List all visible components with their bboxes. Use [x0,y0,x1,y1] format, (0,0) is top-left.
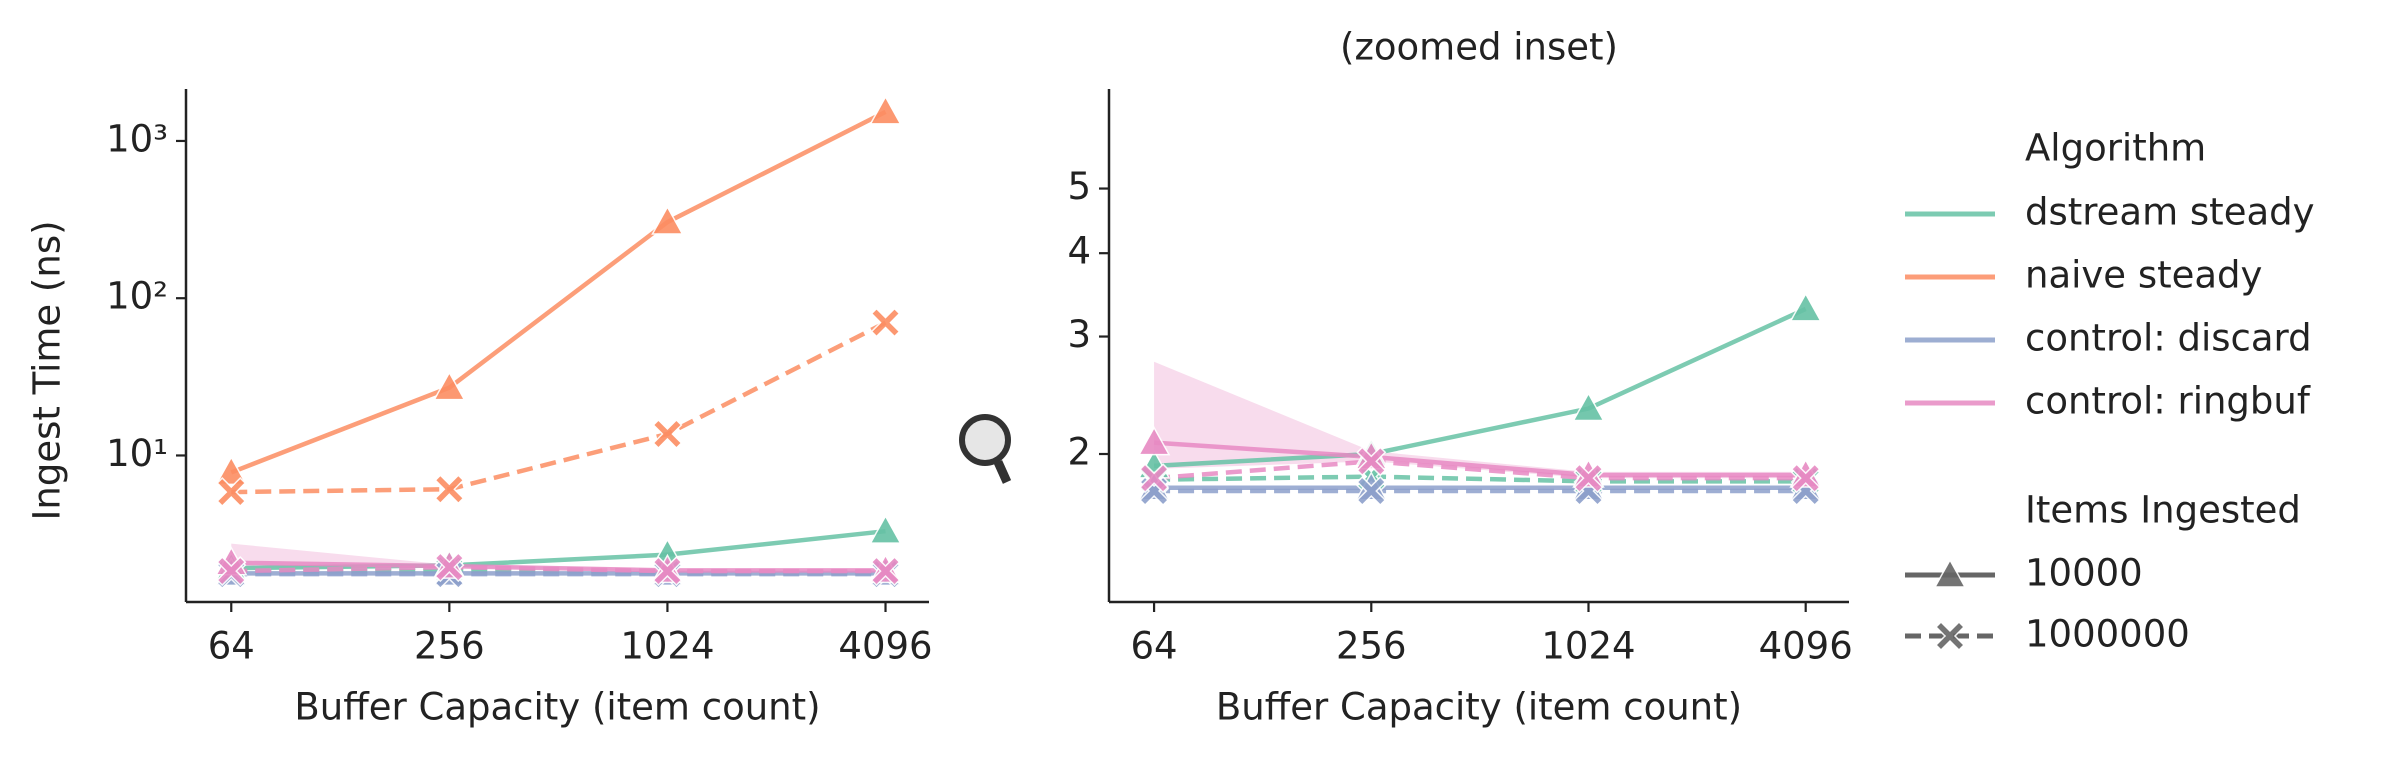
series-line [231,320,887,495]
marker-triangle [869,514,902,544]
series-line [1153,440,1806,478]
marker-x [216,556,247,587]
marker-x [1573,463,1604,494]
marker-x [1356,446,1387,477]
marker-triangle [1789,292,1822,322]
series-line [230,109,887,475]
y-tick-label: 5 [1067,165,1091,208]
marker-triangle [1933,558,1967,588]
marker-x [1139,463,1170,494]
legend-label: control: discard [2025,317,2312,360]
x-tick-label: 4096 [1759,625,1853,668]
legend-title: Algorithm [2025,127,2206,170]
y-tick-label: 3 [1067,313,1091,356]
x-axis-label: Buffer Capacity (item count) [1216,686,1742,729]
marker-triangle [869,95,902,125]
marker-x [1790,463,1821,494]
x-tick-label: 1024 [620,625,714,668]
marker-x [870,307,901,338]
chart-title: (zoomed inset) [1340,26,1618,69]
series-line [1154,474,1806,484]
x-tick-label: 4096 [838,625,932,668]
marker-x [434,474,465,505]
confidence-band [1154,361,1806,479]
y-tick-label: 4 [1067,230,1091,273]
series-line [231,528,886,571]
marker-triangle [214,455,248,486]
series-line [1153,459,1806,481]
plot-area [1137,292,1822,507]
legend-label: dstream steady [2025,191,2315,234]
marker-triangle [433,371,466,401]
magnifier-icon [959,414,1012,484]
x-axis-label: Buffer Capacity (item count) [294,686,820,729]
series-line [231,564,886,574]
marker-triangle [1137,426,1171,456]
legend-title: Items Ingested [2025,489,2301,532]
marker-x [652,418,683,450]
x-tick-label: 64 [1131,625,1178,668]
y-tick-label: 10³ [106,117,168,160]
marker-triangle [651,205,684,235]
series-line [1153,306,1807,469]
legend-label: 1000000 [2025,613,2190,656]
x-tick-label: 1024 [1541,625,1635,668]
legend-label: 10000 [2025,552,2143,595]
marker-x [652,556,683,587]
legend-label: control: ringbuf [2025,380,2311,423]
x-tick-label: 256 [1336,625,1407,668]
marker-x [870,556,901,587]
marker-triangle [1572,391,1605,422]
marker-x [1934,620,1966,652]
marker-x [216,477,247,508]
plot-area [214,95,902,590]
marker-x [434,552,465,583]
marker-x [1356,475,1387,507]
y-tick-label: 10¹ [106,432,168,475]
y-tick-label: 2 [1067,431,1091,474]
x-tick-label: 256 [414,625,485,668]
y-tick-label: 10² [106,275,168,318]
y-axis-label: Ingest Time (ns) [26,220,69,520]
legend-label: naive steady [2025,254,2262,297]
x-tick-label: 64 [208,625,255,668]
